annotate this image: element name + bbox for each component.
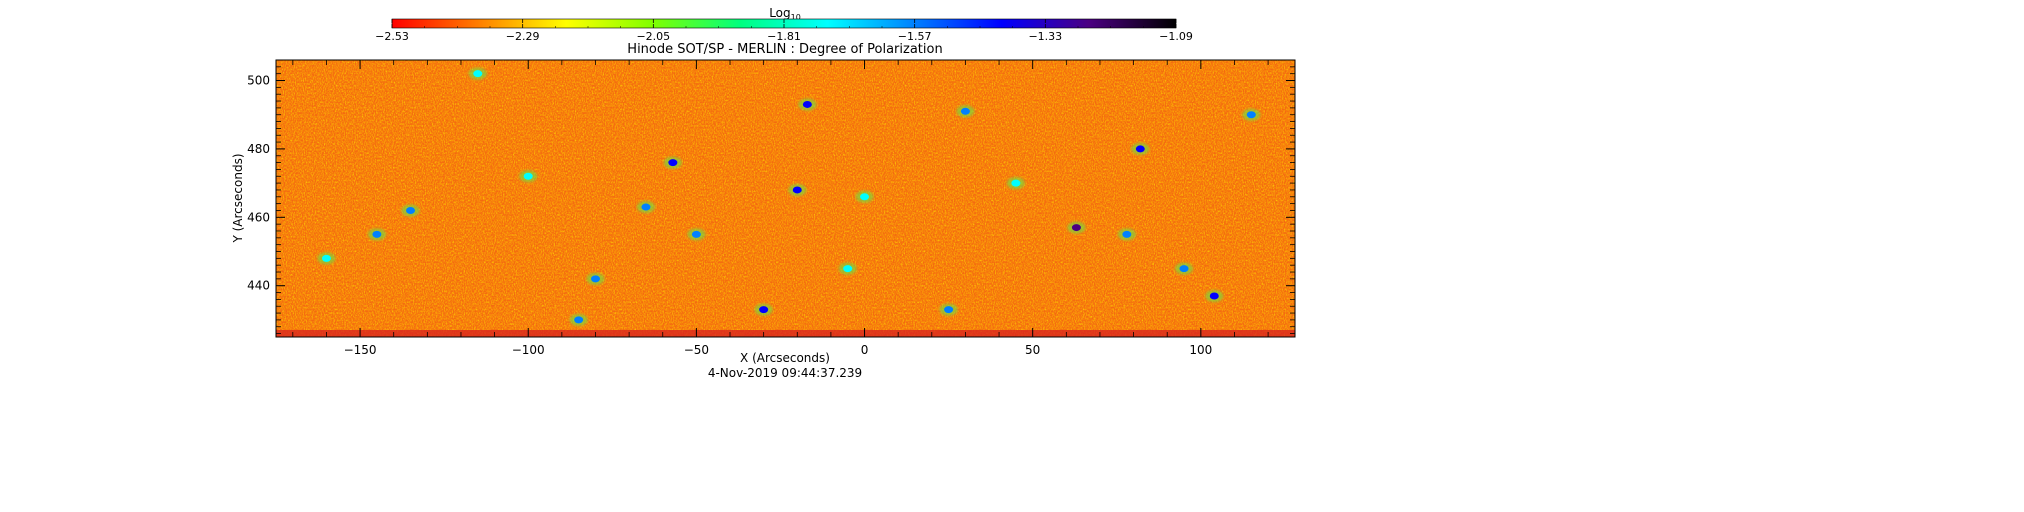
heatmap-features — [317, 67, 1261, 326]
colorbar-ticks: −2.53 −2.29 −2.05 −1.81 −1.57 −1.33 −1.09 — [375, 19, 1193, 43]
y-axis: 440 460 480 500 — [247, 59, 1295, 334]
colorbar-label: Log10 — [769, 6, 801, 22]
plot-frame — [275, 59, 1296, 338]
y-tick-label: 480 — [247, 142, 270, 156]
feature-patch — [321, 254, 331, 262]
colorbar-tick-label: −2.29 — [506, 30, 540, 43]
x-tick-label: −150 — [344, 343, 377, 357]
feature-patch — [668, 159, 678, 167]
colorbar-tick-label: −1.09 — [1159, 30, 1193, 43]
feature-patch — [641, 203, 651, 211]
feature-patch — [590, 275, 600, 283]
y-tick-label: 440 — [247, 279, 270, 293]
y-tick-label: 460 — [247, 210, 270, 224]
feature-patch — [960, 107, 970, 115]
feature-patch — [691, 230, 701, 238]
feature-patch — [944, 306, 954, 314]
feature-patch — [843, 265, 853, 273]
x-tick-label: 0 — [861, 343, 869, 357]
y-tick-label: 500 — [247, 74, 270, 88]
feature-patch — [860, 193, 870, 201]
colorbar-tick-label: −1.33 — [1028, 30, 1062, 43]
heatmap-image — [276, 60, 1295, 337]
feature-patch — [574, 316, 584, 324]
feature-patch — [1011, 179, 1021, 187]
feature-patch — [1135, 145, 1145, 153]
feature-patch — [1246, 111, 1256, 119]
colorbar-tick-label: −2.53 — [375, 30, 409, 43]
feature-patch — [372, 230, 382, 238]
x-tick-label: −50 — [684, 343, 709, 357]
timestamp: 4-Nov-2019 09:44:37.239 — [708, 366, 862, 380]
x-axis-label: X (Arcseconds) — [740, 351, 830, 365]
chart-title: Hinode SOT/SP - MERLIN : Degree of Polar… — [627, 42, 942, 57]
colorbar-tick-label: −1.81 — [767, 30, 801, 43]
feature-patch — [1209, 292, 1219, 300]
x-axis: −150 −100 −50 0 50 100 — [292, 60, 1269, 357]
feature-patch — [759, 306, 769, 314]
feature-patch — [1179, 265, 1189, 273]
feature-patch — [802, 100, 812, 108]
colorbar-tick-label: −1.57 — [898, 30, 932, 43]
colorbar-tick-label: −2.05 — [636, 30, 670, 43]
feature-patch — [1122, 230, 1132, 238]
feature-patch — [792, 186, 802, 194]
feature-patch — [473, 70, 483, 78]
x-tick-label: 50 — [1025, 343, 1040, 357]
heatmap-bottom-band — [276, 330, 1295, 337]
feature-patch — [523, 172, 533, 180]
x-tick-label: 100 — [1189, 343, 1212, 357]
feature-patch — [1071, 224, 1081, 232]
y-axis-label: Y (Arcseconds) — [231, 153, 245, 243]
feature-patch — [406, 206, 416, 214]
x-tick-label: −100 — [512, 343, 545, 357]
heatmap-speckle — [276, 60, 1295, 337]
